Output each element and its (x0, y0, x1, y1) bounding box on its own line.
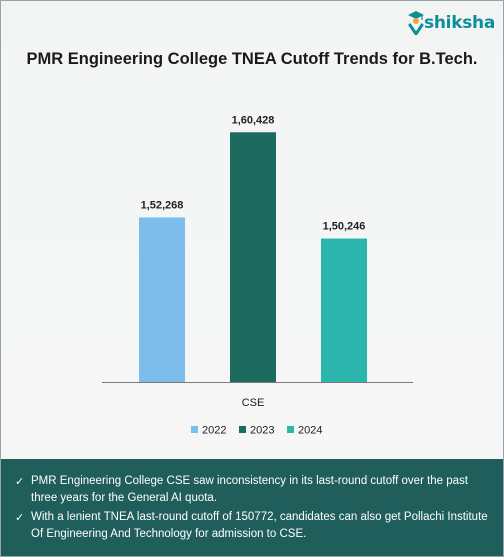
legend-swatch-2023 (239, 426, 246, 433)
bar-2024 (321, 238, 367, 382)
legend-label-2023: 2023 (250, 425, 274, 437)
insights-panel: ✓ PMR Engineering College CSE saw incons… (1, 459, 503, 556)
graduate-icon (408, 11, 425, 35)
check-icon: ✓ (15, 475, 25, 488)
legend-swatch-2024 (287, 426, 294, 433)
insight-item: ✓ PMR Engineering College CSE saw incons… (15, 473, 489, 507)
data-label-2022: 1,52,268 (141, 199, 184, 211)
shiksha-logo: shiksha (406, 9, 495, 35)
data-label-2023: 1,60,428 (232, 114, 275, 126)
legend-label-2024: 2024 (298, 425, 322, 437)
insight-text: PMR Engineering College CSE saw inconsis… (31, 475, 469, 504)
legend-swatch-2022 (191, 426, 198, 433)
insight-text: With a lenient TNEA last-round cutoff of… (31, 511, 488, 540)
check-icon: ✓ (15, 511, 25, 524)
bar-2023 (230, 132, 276, 382)
insight-item: ✓ With a lenient TNEA last-round cutoff … (15, 509, 489, 543)
chart-title: PMR Engineering College TNEA Cutoff Tren… (26, 50, 478, 68)
brand-name: shiksha (424, 13, 495, 33)
bar-2022 (139, 217, 185, 382)
legend: 2022 2023 2024 (191, 425, 322, 437)
legend-label-2022: 2022 (202, 425, 226, 437)
x-tick-label: CSE (242, 397, 265, 409)
data-label-2024: 1,50,246 (323, 221, 366, 233)
